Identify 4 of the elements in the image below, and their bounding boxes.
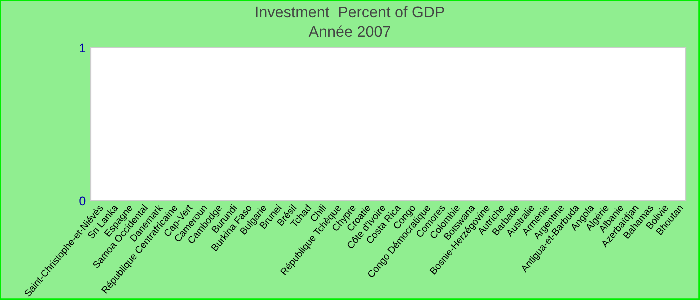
chart-subtitle: Année 2007 [308, 26, 390, 38]
chart-title: Investment Percent of GDP [256, 6, 444, 18]
y-tick-label: 1 [80, 44, 86, 53]
y-tick-label: 0 [80, 196, 86, 206]
